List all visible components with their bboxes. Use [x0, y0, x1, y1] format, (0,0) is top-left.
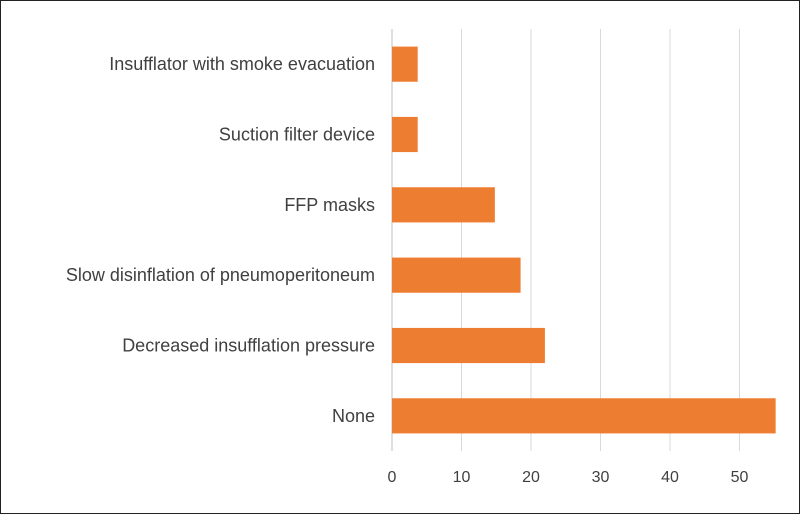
bar [392, 46, 418, 82]
category-label: FFP masks [284, 195, 375, 215]
category-label: Decreased insufflation pressure [122, 336, 375, 356]
category-label: Insufflator with smoke evacuation [109, 54, 375, 74]
category-label: None [332, 406, 375, 426]
bar [392, 327, 545, 364]
x-tick-label: 30 [592, 469, 610, 486]
bar [392, 398, 776, 434]
category-labels: Insufflator with smoke evacuation Suction… [66, 54, 375, 426]
x-tick-label: 40 [661, 469, 679, 486]
bars [392, 46, 776, 434]
x-tick-label: 10 [453, 469, 471, 486]
category-label: Slow disinflation of pneumoperitoneum [66, 265, 375, 285]
bar [392, 257, 521, 293]
category-label: Suction filter device [219, 125, 375, 145]
grid-lines [391, 29, 740, 451]
x-tick-labels: 0 10 20 30 40 50 [388, 469, 749, 486]
x-tick-label: 50 [731, 469, 749, 486]
x-tick-label: 20 [522, 469, 540, 486]
bar [392, 187, 495, 223]
x-tick-label: 0 [388, 469, 397, 486]
bar [392, 116, 418, 153]
